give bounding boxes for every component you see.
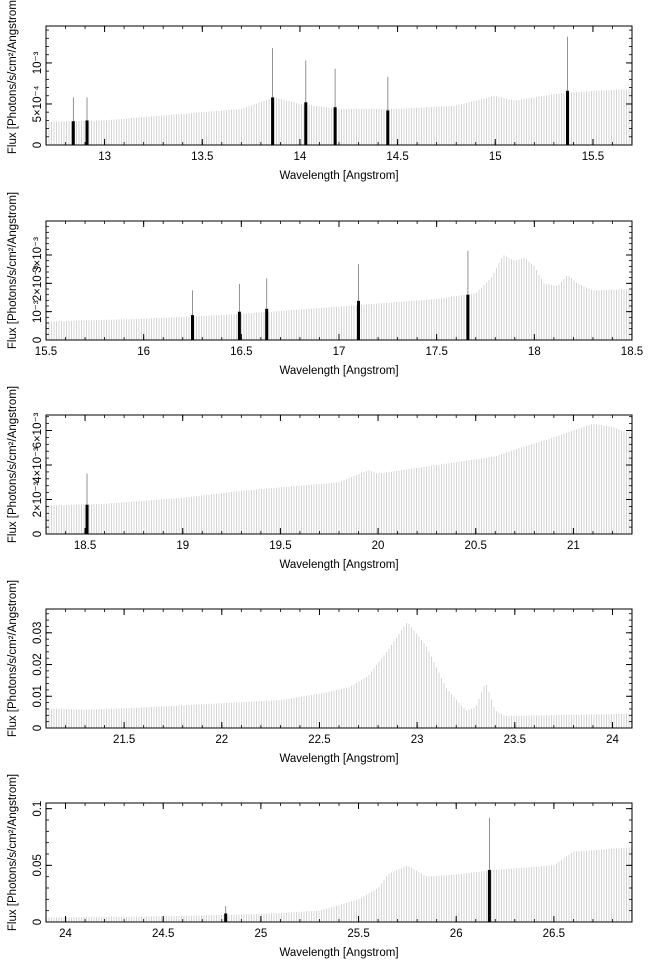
feature-bar	[304, 102, 308, 145]
y-tick-label: 5×10⁻⁴	[32, 85, 44, 122]
feature-bar	[85, 504, 89, 534]
x-tick-label: 21.5	[113, 734, 135, 746]
y-tick-label: 0	[32, 725, 44, 731]
feature-bar	[487, 869, 491, 922]
x-tick-label: 23	[411, 734, 424, 746]
feature-bar	[566, 90, 569, 145]
feature-bar	[191, 315, 194, 340]
axis-ticks: 15.5 16 16.5 17 17.5 18 18.5 0 10⁻³2×10⁻³3×10⁻³	[32, 220, 643, 358]
y-tick-label: 0.03	[32, 622, 44, 644]
y-tick-label: 2×10⁻³	[32, 481, 44, 517]
axis-ticks: 13 13.5 14 14.5 15 15.5 0 5×10⁻⁴ 10⁻³	[32, 26, 633, 163]
y-axis-label: Flux [Photons/s/cm²/Angstrom]	[7, 192, 19, 349]
x-tick-label: 17.5	[425, 346, 447, 358]
feature-bar	[265, 308, 269, 340]
x-axis-label: Wavelength [Angstrom]	[279, 365, 398, 377]
x-tick-label: 20	[372, 540, 385, 552]
y-tick-label: 0.02	[32, 653, 44, 675]
x-axis-label: Wavelength [Angstrom]	[279, 170, 398, 182]
x-tick-label: 20.5	[465, 540, 487, 552]
feature-bar	[386, 110, 390, 145]
x-axis-label: Wavelength [Angstrom]	[279, 753, 398, 765]
y-axis-label: Flux [Photons/s/cm²/Angstrom]	[7, 386, 19, 543]
y-tick-label: 0	[32, 337, 44, 343]
y-tick-label: 0	[32, 531, 44, 537]
panel-1: 13 13.5 14 14.5 15 15.5 0 5×10⁻⁴ 10⁻³ Wavelength…	[7, 0, 633, 182]
panel-4: 21.5 22 22.5 23 23.5 24 0 0.01 0.02 0.03 Waveleng…	[7, 580, 633, 765]
feature-bar	[271, 97, 275, 145]
y-tick-label: 10⁻³	[32, 51, 44, 74]
y-axis-label: Flux [Photons/s/cm²/Angstrom]	[7, 0, 19, 154]
x-tick-label: 13.5	[191, 151, 213, 163]
x-tick-label: 23.5	[504, 734, 526, 746]
x-tick-label: 14.5	[386, 151, 408, 163]
x-tick-label: 22.5	[308, 734, 330, 746]
y-tick-label: 0	[32, 919, 44, 925]
x-tick-label: 24	[59, 928, 72, 940]
feature-bar	[466, 294, 470, 340]
x-tick-label: 25.5	[347, 928, 369, 940]
axis-ticks: 18.5 19 19.5 20 20.5 21 0 2×10⁻³4×10⁻³6×10⁻³	[32, 412, 633, 552]
x-tick-label: 26	[450, 928, 463, 940]
y-axis-label: Flux [Photons/s/cm²/Angstrom]	[7, 774, 19, 931]
x-tick-label: 26.5	[543, 928, 565, 940]
y-tick-label: 10⁻³	[32, 300, 44, 323]
axis-ticks: 21.5 22 22.5 23 23.5 24 0 0.01 0.02 0.03	[32, 609, 633, 746]
x-tick-label: 19	[176, 540, 189, 552]
y-tick-label: 0.01	[32, 685, 44, 707]
feature-bar	[333, 107, 337, 145]
x-tick-label: 18.5	[621, 346, 643, 358]
y-axis-label: Flux [Photons/s/cm²/Angstrom]	[7, 580, 19, 737]
x-tick-label: 24	[606, 734, 619, 746]
x-tick-label: 17	[333, 346, 346, 358]
feature-bars	[71, 36, 569, 145]
spectrum-bars	[46, 255, 632, 340]
x-tick-label: 24.5	[152, 928, 174, 940]
panel-5: 24 24.5 25 25.5 26 26.5 0 0.05 0.1 Wavelength [A…	[7, 774, 633, 959]
x-tick-label: 16	[137, 346, 150, 358]
y-tick-label: 0.1	[32, 801, 44, 817]
x-tick-label: 18	[528, 346, 541, 358]
feature-bars	[85, 473, 89, 534]
x-tick-label: 13	[98, 151, 111, 163]
x-tick-label: 15	[489, 151, 502, 163]
spectrum-bars	[46, 623, 632, 728]
x-tick-label: 18.5	[74, 540, 96, 552]
x-tick-label: 21	[567, 540, 580, 552]
y-tick-label: 2×10⁻³	[32, 265, 44, 301]
feature-bar	[357, 300, 360, 340]
feature-bars	[191, 250, 470, 340]
feature-bar	[71, 121, 75, 145]
panel-2: 15.5 16 16.5 17 17.5 18 18.5010⁻³2×10⁻³3×10⁻³ …	[7, 192, 643, 377]
axis-ticks: 24 24.5 25 25.5 26 26.5 0 0.05 0.1	[32, 801, 633, 940]
y-tick-label: 0	[32, 142, 44, 148]
y-tick-label: 6×10⁻³	[32, 412, 44, 448]
x-tick-label: 22	[215, 734, 228, 746]
y-tick-label: 4×10⁻³	[32, 447, 44, 483]
x-tick-label: 15.5	[35, 346, 57, 358]
x-tick-label: 25	[254, 928, 267, 940]
feature-bar	[237, 311, 241, 340]
y-tick-label: 0.05	[32, 854, 44, 876]
spectrum-bars	[46, 423, 632, 534]
x-axis-label: Wavelength [Angstrom]	[279, 947, 398, 959]
x-tick-label: 15.5	[582, 151, 604, 163]
feature-bars	[224, 817, 491, 922]
feature-bar	[224, 913, 228, 922]
x-tick-label: 16.5	[230, 346, 252, 358]
x-axis-label: Wavelength [Angstrom]	[279, 559, 398, 571]
y-tick-label: 3×10⁻³	[32, 237, 44, 273]
panel-3: 18.5 19 19.5 20 20.5 21 0 2×10⁻³4×10⁻³6×10⁻³ Wa…	[7, 386, 633, 571]
feature-bar	[85, 120, 89, 145]
x-tick-label: 14	[294, 151, 307, 163]
x-tick-label: 19.5	[269, 540, 291, 552]
